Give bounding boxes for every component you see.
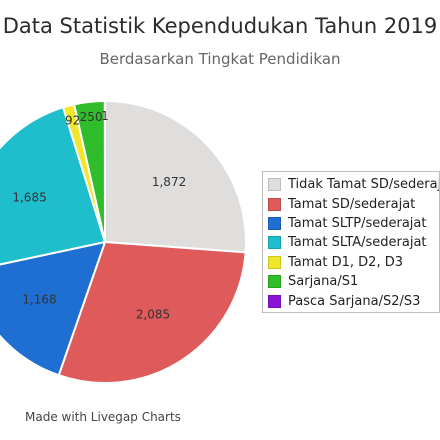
- legend-swatch: [268, 216, 281, 230]
- pie-slices: [0, 99, 247, 384]
- legend-item-tamat-d1-d2-d3[interactable]: Tamat D1, D2, D3: [268, 253, 439, 272]
- pie-slice-tamat-sltp-sederajat[interactable]: [0, 240, 107, 377]
- footer-credit: Made with Livegap Charts: [25, 410, 181, 424]
- legend-swatch: [268, 294, 281, 308]
- legend-label: Tamat SLTA/sederajat: [288, 235, 427, 251]
- chart-subtitle: Berdasarkan Tingkat Pendidikan: [99, 50, 341, 68]
- legend-item-tidak-tamat-sd-sederajat[interactable]: Tidak Tamat SD/sederajat: [268, 175, 439, 194]
- data-label-pasca-sarjana-s2-s3: 1: [101, 109, 109, 123]
- legend-label: Tamat SLTP/sederajat: [288, 215, 427, 231]
- legend-item-sarjana-s1[interactable]: Sarjana/S1: [268, 272, 439, 291]
- legend-label: Tidak Tamat SD/sederajat: [288, 177, 440, 193]
- data-label-tamat-sltp-sederajat: 1,168: [22, 292, 56, 306]
- legend-swatch: [268, 236, 281, 250]
- legend-item-tamat-sd-sederajat[interactable]: Tamat SD/sederajat: [268, 194, 439, 213]
- data-label-tamat-sd-sederajat: 2,085: [136, 308, 170, 322]
- legend-item-tamat-sltp-sederajat[interactable]: Tamat SLTP/sederajat: [268, 214, 439, 233]
- data-label-sarjana-s1: 250: [80, 110, 103, 124]
- legend-label: Tamat SD/sederajat: [288, 196, 416, 212]
- chart-title: Data Statistik Kependudukan Tahun 2019: [2, 14, 438, 38]
- chart-legend: Tidak Tamat SD/sederajat Tamat SD/sederaj…: [262, 171, 440, 313]
- legend-swatch: [268, 275, 281, 289]
- pie-slice-tamat-sd-sederajat[interactable]: [57, 240, 247, 384]
- pie-slice-tidak-tamat-sd-sederajat[interactable]: [104, 99, 247, 254]
- legend-swatch: [268, 178, 281, 192]
- legend-label: Tamat D1, D2, D3: [288, 254, 403, 270]
- legend-swatch: [268, 197, 281, 211]
- pie-slice-tamat-slta-sederajat[interactable]: [0, 106, 107, 271]
- legend-label: Sarjana/S1: [288, 274, 359, 290]
- data-label-tamat-d1-d2-d3: 92: [65, 113, 80, 127]
- legend-label: Pasca Sarjana/S2/S3: [288, 293, 421, 309]
- data-label-tidak-tamat-sd-sederajat: 1,872: [152, 175, 186, 189]
- legend-item-tamat-slta-sederajat[interactable]: Tamat SLTA/sederajat: [268, 233, 439, 252]
- data-label-tamat-slta-sederajat: 1,685: [12, 190, 46, 204]
- legend-swatch: [268, 255, 281, 269]
- legend-item-pasca-sarjana-s2-s3[interactable]: Pasca Sarjana/S2/S3: [268, 291, 439, 310]
